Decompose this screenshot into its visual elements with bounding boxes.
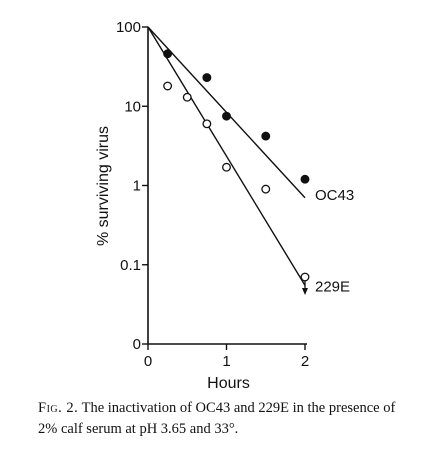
x-tick-label: 1 [222, 353, 230, 370]
data-points [163, 49, 310, 296]
figure-caption: Fig. 2. The inactivation of OC43 and 229… [38, 398, 410, 440]
fit-line-229e [147, 26, 306, 286]
y-tick-label: 100 [116, 19, 141, 36]
labels: Hours % surviving virus OC43 229E [95, 126, 354, 392]
caption-label: Fig. 2. [38, 400, 79, 416]
data-point-oc43 [261, 131, 271, 141]
chart: 0 0.1 1 10 100 0 1 2 Hours % surviving virus OC43… [95, 19, 354, 392]
data-point-229e [261, 184, 271, 194]
axes: 0 0.1 1 10 100 0 1 2 [116, 19, 309, 370]
x-tick-label: 2 [301, 353, 309, 370]
y-axis-title: % surviving virus [95, 126, 112, 246]
data-point-oc43 [202, 73, 212, 83]
y-tick-label: 0.1 [120, 257, 141, 274]
data-point-oc43 [222, 111, 231, 121]
x-tick-label: 0 [144, 353, 152, 370]
data-point-oc43 [300, 174, 310, 184]
series-label-oc43: OC43 [315, 187, 354, 204]
x-axis-title: Hours [207, 375, 250, 392]
detection-limit-arrowhead [302, 288, 308, 296]
data-point-229e [222, 162, 231, 172]
data-point-229e [300, 272, 310, 282]
data-point-229e [163, 81, 173, 91]
data-point-oc43 [163, 49, 173, 59]
data-point-229e [202, 119, 212, 129]
y-tick-label: 10 [124, 98, 141, 115]
fit-lines [147, 26, 306, 286]
y-tick-label: 1 [133, 178, 141, 195]
data-point-229e [182, 92, 192, 102]
caption-text: The inactivation of OC43 and 229E in the… [38, 400, 396, 437]
y-tick-label: 0 [133, 336, 141, 353]
series-label-229e: 229E [315, 278, 350, 295]
